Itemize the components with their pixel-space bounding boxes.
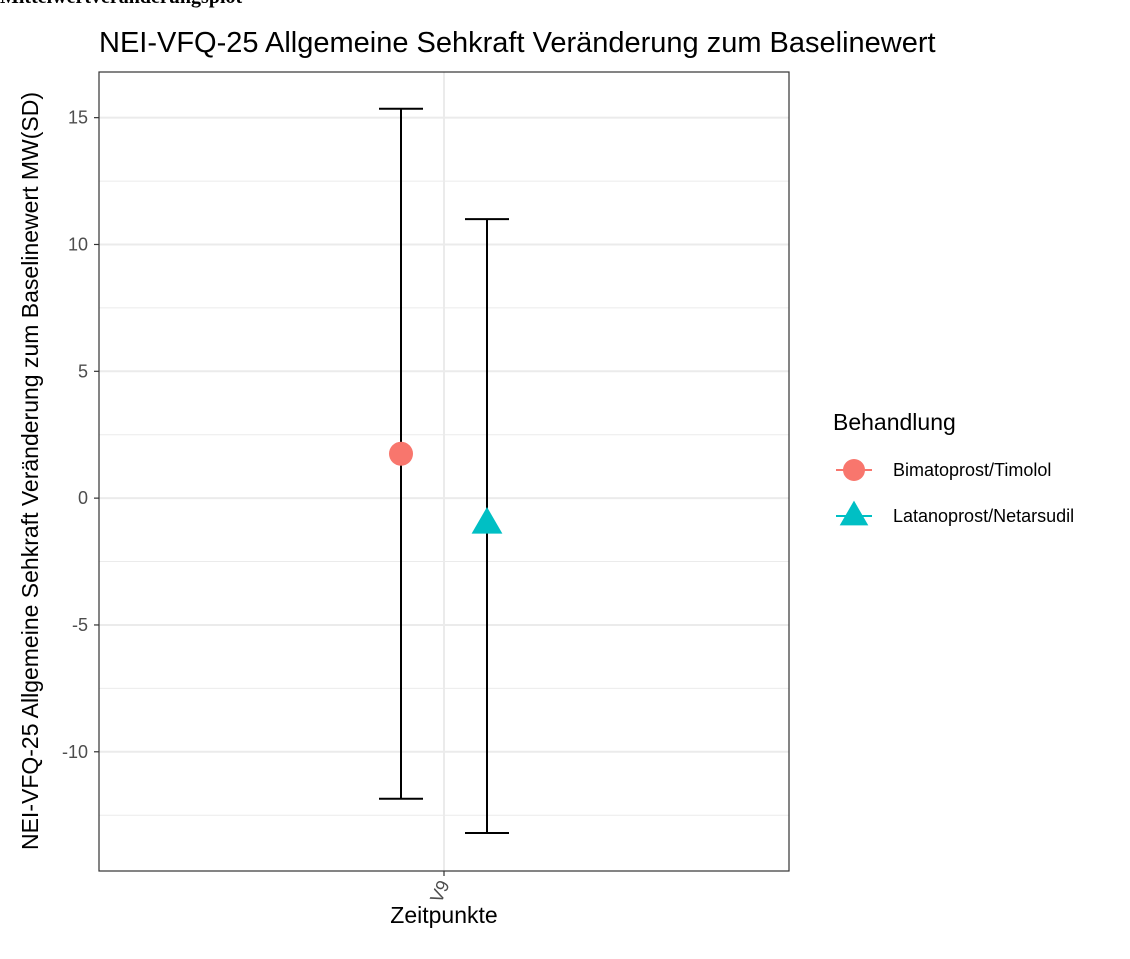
- header-fragment: Mittelwertveränderungsplot: [0, 0, 242, 9]
- legend-title: Behandlung: [833, 409, 956, 435]
- y-axis-ticks: -10 -5 0 5 10 15: [62, 108, 99, 762]
- grid: [99, 72, 789, 871]
- legend-key-marker: [843, 459, 865, 481]
- legend-label: Latanoprost/Netarsudil: [893, 506, 1074, 526]
- x-axis-ticks: V9: [426, 871, 454, 906]
- mean-point: [471, 507, 503, 534]
- y-tick-label: 10: [68, 234, 88, 254]
- series: [379, 107, 509, 834]
- legend-key-marker: [839, 500, 869, 526]
- x-axis-title: Zeitpunkte: [390, 902, 497, 928]
- chart-title: NEI-VFQ-25 Allgemeine Sehkraft Veränderu…: [99, 27, 936, 59]
- series-bimatoprost-timolol: [379, 107, 423, 800]
- y-tick-label: 15: [68, 108, 88, 128]
- series-latanoprost-netarsudil: [465, 218, 509, 834]
- y-tick-label: 5: [78, 361, 88, 381]
- y-tick-label: -5: [72, 615, 88, 635]
- legend-item: Bimatoprost/Timolol: [836, 459, 1051, 481]
- y-tick-label: -10: [62, 742, 88, 762]
- mean-point: [389, 441, 413, 466]
- legend-item: Latanoprost/Netarsudil: [836, 500, 1074, 526]
- legend-label: Bimatoprost/Timolol: [893, 460, 1051, 480]
- y-tick-label: 0: [78, 488, 88, 508]
- y-axis-title: NEI-VFQ-25 Allgemeine Sehkraft Veränderu…: [17, 92, 43, 850]
- legend: Behandlung Bimatoprost/Timolol Latanopros…: [833, 409, 1074, 526]
